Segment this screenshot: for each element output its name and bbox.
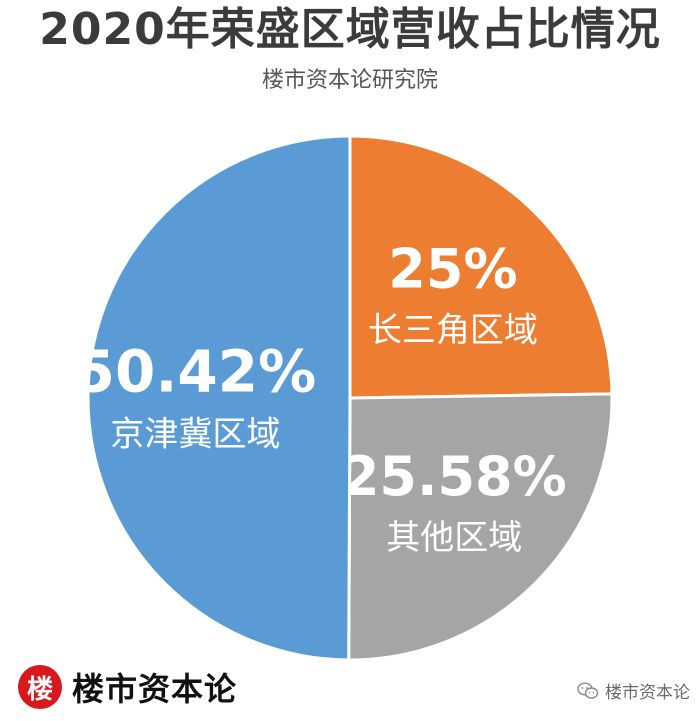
pie-slice-changsanjiao: [348, 134, 614, 400]
data-label-other: 25.58%: [342, 445, 567, 508]
category-label-other: 其他区域: [386, 518, 522, 558]
pie-slice-other: [347, 392, 614, 662]
wechat-icon: [577, 681, 599, 699]
data-label-changsanjiao: 25%: [388, 237, 517, 300]
chart-subtitle: 楼市资本论研究院: [261, 68, 438, 93]
category-label-changsanjiao: 长三角区域: [368, 310, 538, 350]
brand-logo: 楼 楼市资本论: [18, 664, 237, 710]
wechat-watermark: 楼市资本论: [577, 678, 690, 703]
brand-name: 楼市资本论: [72, 670, 238, 708]
category-label-jingjinji: 京津冀区域: [110, 415, 280, 455]
pie-slice-jingjinji: [86, 134, 352, 662]
chart-title: 2020年荣盛区域营收占比情况: [39, 4, 661, 55]
data-label-jingjinji: 50.42%: [75, 338, 317, 406]
brand-seal-icon: 楼: [18, 665, 62, 709]
wechat-watermark-text: 楼市资本论: [605, 683, 690, 703]
